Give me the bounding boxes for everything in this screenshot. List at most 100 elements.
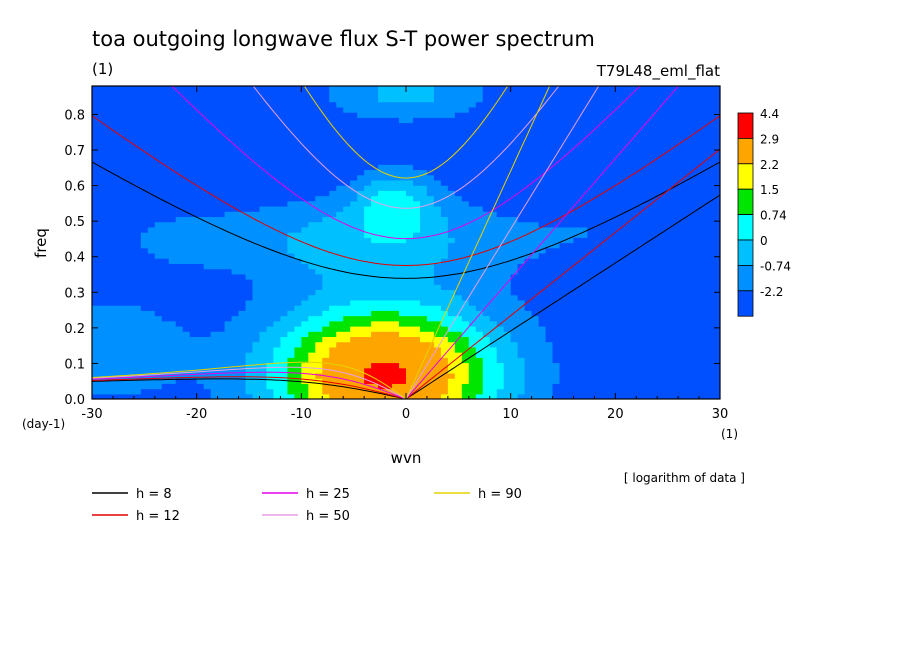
contour-cell [671, 273, 679, 280]
contour-cell [643, 252, 651, 259]
contour-cell [426, 185, 435, 191]
contour-cell [524, 169, 533, 176]
contour-cell [378, 325, 386, 332]
contour-cell [378, 362, 386, 369]
contour-cell [231, 174, 240, 181]
contour-cell [196, 268, 205, 275]
contour-cell [308, 174, 316, 181]
contour-cell [496, 226, 505, 233]
contour-cell [231, 153, 240, 160]
contour-cell [140, 357, 149, 364]
contour-cell [161, 315, 170, 322]
contour-cell [538, 383, 547, 390]
contour-cell [210, 169, 219, 176]
contour-cell [343, 205, 351, 212]
contour-cell [406, 305, 414, 311]
contour-cell [175, 174, 184, 181]
contour-cell [147, 341, 156, 348]
contour-cell [468, 138, 477, 144]
contour-cell [629, 263, 637, 270]
contour-cell [636, 143, 644, 150]
contour-cell [566, 122, 575, 129]
contour-cell [98, 205, 107, 212]
contour-cell [238, 289, 247, 296]
contour-cell [385, 284, 393, 291]
contour-cell [196, 237, 205, 244]
contour-cell [217, 388, 226, 395]
contour-cell [678, 185, 686, 191]
contour-cell [301, 174, 309, 181]
contour-cell [92, 336, 100, 343]
contour-cell [259, 294, 268, 301]
contour-cell [168, 341, 177, 348]
contour-cell [608, 346, 616, 353]
contour-cell [92, 357, 100, 364]
contour-cell [426, 294, 435, 301]
contour-cell [685, 117, 693, 124]
contour-cell [378, 352, 386, 358]
contour-cell [496, 200, 505, 207]
contour-cell [580, 112, 589, 118]
contour-cell [98, 216, 107, 223]
contour-cell [112, 185, 121, 191]
contour-cell [217, 331, 226, 337]
contour-cell [224, 289, 233, 296]
contour-cell [685, 127, 693, 134]
contour-cell [119, 117, 128, 124]
contour-cell [461, 159, 470, 165]
contour-cell [608, 117, 616, 124]
contour-cell [357, 393, 365, 399]
contour-cell [280, 159, 288, 165]
contour-cell [210, 122, 219, 129]
contour-cell [559, 117, 568, 124]
contour-cell [496, 232, 505, 238]
contour-cell [629, 252, 637, 259]
contour-cell [92, 320, 100, 327]
contour-cell [231, 346, 240, 353]
contour-cell [573, 383, 582, 390]
contour-cell [412, 357, 421, 364]
contour-cell [461, 143, 470, 150]
contour-cell [594, 252, 602, 259]
contour-cell [608, 195, 616, 202]
contour-cell [531, 169, 540, 176]
contour-cell [503, 148, 512, 155]
contour-cell [287, 383, 295, 390]
contour-cell [559, 185, 568, 191]
contour-cell [629, 284, 637, 291]
contour-cell [357, 378, 365, 384]
contour-cell [608, 325, 616, 332]
contour-cell [622, 216, 630, 223]
contour-cell [182, 305, 191, 311]
contour-cell [357, 112, 365, 118]
contour-cell [182, 117, 191, 124]
contour-cell [692, 153, 700, 160]
contour-cell [657, 185, 665, 191]
contour-cell [601, 164, 609, 171]
contour-cell [245, 315, 254, 322]
contour-cell [678, 263, 686, 270]
contour-cell [615, 117, 623, 124]
contour-cell [671, 284, 679, 291]
contour-cell [147, 138, 156, 144]
contour-cell [461, 325, 470, 332]
contour-cell [126, 299, 135, 306]
contour-cell [440, 174, 449, 181]
contour-cell [371, 169, 379, 176]
contour-cell [503, 153, 512, 160]
contour-cell [140, 263, 149, 270]
contour-cell [433, 305, 442, 311]
contour-cell [552, 367, 561, 374]
contour-cell [273, 237, 281, 244]
contour-cell [231, 336, 240, 343]
contour-cell [294, 352, 302, 358]
contour-cell [217, 383, 226, 390]
contour-cell [580, 190, 589, 197]
contour-cell [371, 221, 379, 228]
contour-cell [475, 179, 484, 186]
contour-cell [657, 200, 665, 207]
contour-cell [406, 185, 414, 191]
contour-cell [447, 305, 456, 311]
contour-cell [559, 169, 568, 176]
contour-cell [608, 341, 616, 348]
